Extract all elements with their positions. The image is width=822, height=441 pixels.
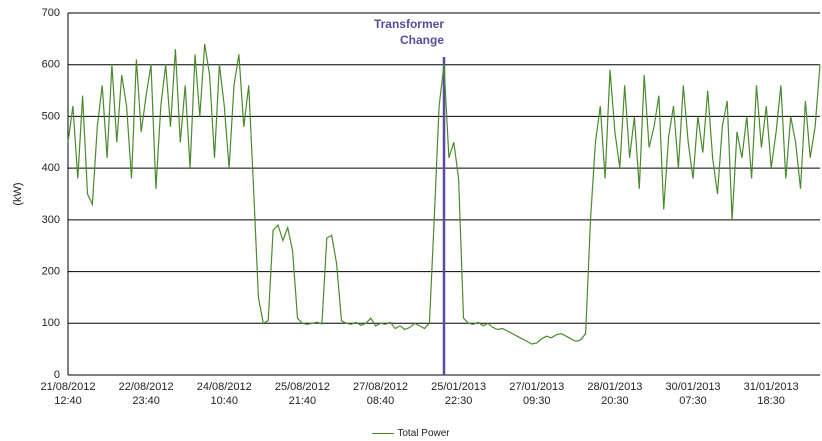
legend: Total Power	[0, 428, 822, 439]
y-tick-label: 100	[42, 317, 60, 329]
y-axis-label: (kW)	[12, 182, 24, 205]
legend-label: Total Power	[397, 428, 450, 439]
y-tick-label: 500	[42, 110, 60, 122]
y-tick-label: 400	[42, 162, 60, 174]
x-tick-label: 24/08/2012 10:40	[196, 381, 252, 407]
data-line	[67, 43, 821, 345]
y-tick-label: 700	[42, 7, 60, 19]
x-tick-label: 21/08/2012 12:40	[40, 381, 96, 407]
x-tick-label: 30/01/2013 07:30	[665, 381, 721, 407]
y-tick-label: 200	[42, 265, 60, 277]
x-tick-label: 27/08/2012 08:40	[352, 381, 409, 407]
legend-swatch	[372, 432, 395, 434]
x-tick-label: 22/08/2012 23:40	[118, 381, 174, 407]
x-tick-label: 27/01/2013 09:30	[509, 381, 565, 407]
y-tick-label: 0	[54, 369, 60, 381]
y-tick-label: 300	[42, 214, 60, 226]
annotation: Transformer Change	[369, 16, 448, 48]
x-tick-label: 31/01/2013 18:30	[743, 381, 799, 407]
x-tick-label: 28/01/2013 20:30	[587, 381, 643, 407]
x-tick-label: 25/01/2013 22:30	[431, 381, 487, 407]
y-tick-label: 600	[42, 59, 60, 71]
x-tick-label: 25/08/2012 21:40	[274, 381, 330, 407]
